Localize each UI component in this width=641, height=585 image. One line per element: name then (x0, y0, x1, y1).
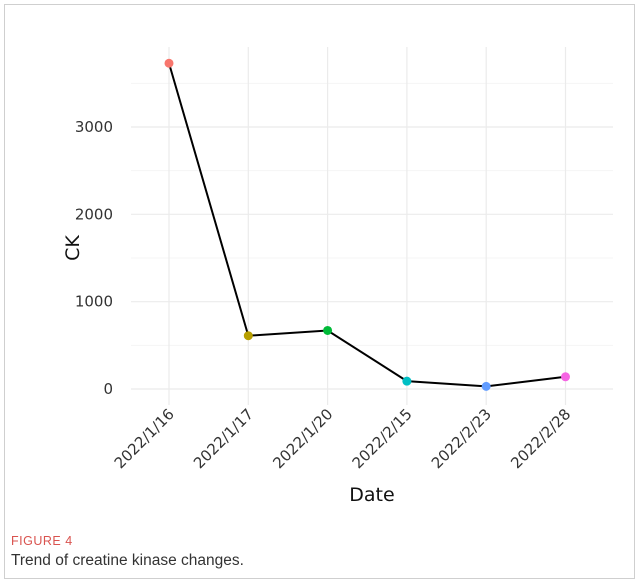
data-point (323, 325, 333, 335)
y-axis-title: CK (62, 235, 84, 261)
x-tick-label: 2022/1/17 (190, 405, 257, 472)
y-tick-label: 1000 (75, 293, 113, 311)
grid-lines (131, 47, 613, 405)
x-axis-title: Date (349, 484, 394, 506)
y-tick-label: 2000 (75, 205, 113, 223)
y-tick-label: 0 (103, 380, 113, 398)
figure-label: FIGURE 4 (11, 534, 73, 548)
series-line (168, 62, 566, 388)
x-tick-label: 2022/2/23 (428, 405, 495, 472)
figure-caption: Trend of creatine kinase changes. (11, 552, 244, 569)
data-point (164, 58, 174, 68)
data-point (402, 376, 412, 386)
ck-series-line (168, 62, 566, 388)
x-tick-label: 2022/1/16 (111, 405, 178, 472)
x-tick-label: 2022/2/15 (349, 405, 416, 472)
x-tick-label: 2022/1/20 (269, 405, 336, 472)
data-point (561, 372, 570, 382)
x-tick-label: 2022/2/28 (507, 405, 574, 472)
figure-frame: 0 1000 2000 3000 2022/1/16 2022/1/17 2022/1/2… (4, 4, 635, 579)
data-point (481, 381, 491, 391)
data-point (243, 331, 253, 341)
y-tick-labels: 0 1000 2000 3000 (75, 118, 113, 398)
data-points (164, 58, 570, 391)
y-tick-label: 3000 (75, 118, 113, 136)
ck-line-chart: 0 1000 2000 3000 2022/1/16 2022/1/17 2022/1/2… (62, 47, 613, 506)
x-tick-labels: 2022/1/16 2022/1/17 2022/1/20 2022/2/15 2022… (111, 405, 575, 472)
